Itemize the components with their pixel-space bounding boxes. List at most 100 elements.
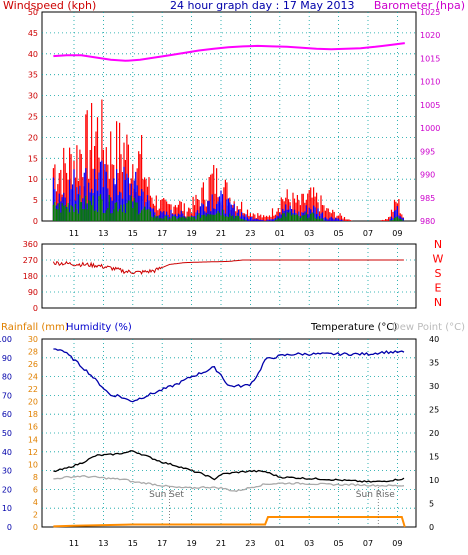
temp-x-tick-label: 13 bbox=[98, 539, 108, 548]
rain-tick-label: 26 bbox=[28, 360, 38, 369]
wind-tick-label: 45 bbox=[28, 29, 38, 38]
windspeed-axis-label: Windspeed (kph) bbox=[3, 0, 96, 12]
compass-label: N bbox=[434, 238, 442, 251]
rainfall-line bbox=[53, 516, 406, 528]
hum-tick-label: 50 bbox=[2, 429, 12, 438]
dir-tick-label: 180 bbox=[23, 272, 38, 281]
temp-x-tick-label: 01 bbox=[275, 539, 285, 548]
barometer-line bbox=[53, 42, 405, 62]
temp-x-tick-label: 15 bbox=[128, 539, 138, 548]
temp-x-tick-label: 17 bbox=[157, 539, 167, 548]
wind-x-tick-label: 05 bbox=[334, 229, 344, 238]
rain-tick-label: 30 bbox=[28, 335, 38, 344]
panel-frames bbox=[41, 11, 417, 528]
baro-tick-label: 1005 bbox=[420, 101, 440, 110]
baro-tick-label: 1025 bbox=[420, 8, 440, 17]
wind-x-tick-label: 11 bbox=[69, 229, 79, 238]
rain-tick-label: 8 bbox=[33, 473, 38, 482]
rain-tick-label: 22 bbox=[28, 385, 38, 394]
dir-tick-label: 360 bbox=[23, 240, 38, 249]
temp-x-tick-label: 09 bbox=[392, 539, 402, 548]
hum-tick-label: 80 bbox=[2, 373, 12, 382]
temperature-axis-label: Temperature (°C) bbox=[310, 322, 397, 333]
hum-tick-label: 60 bbox=[2, 410, 12, 419]
sunrise-label: Sun Rise bbox=[356, 490, 395, 500]
wind-x-tick-label: 19 bbox=[187, 229, 197, 238]
wind-x-tick-label: 07 bbox=[363, 229, 373, 238]
wind-x-tick-label: 23 bbox=[245, 229, 255, 238]
baro-tick-label: 995 bbox=[420, 147, 435, 156]
rain-tick-label: 24 bbox=[28, 373, 38, 382]
compass-label: S bbox=[435, 267, 442, 280]
temp-tick-label: 15 bbox=[429, 453, 439, 462]
rain-tick-label: 18 bbox=[28, 410, 38, 419]
wind-tick-label: 40 bbox=[28, 50, 38, 59]
wind-x-tick-label: 21 bbox=[216, 229, 226, 238]
temp-tick-label: 35 bbox=[429, 359, 439, 368]
wind-x-tick-label: 01 bbox=[275, 229, 285, 238]
temp-tick-label: 0 bbox=[429, 523, 434, 532]
rainfall-axis-label: Rainfall (mm) bbox=[1, 322, 69, 333]
wind-x-tick-label: 03 bbox=[304, 229, 314, 238]
direction-line bbox=[52, 259, 404, 275]
hum-tick-label: 20 bbox=[2, 485, 12, 494]
temp-tick-label: 10 bbox=[429, 476, 439, 485]
rain-tick-label: 28 bbox=[28, 348, 38, 357]
wind-tick-label: 20 bbox=[28, 133, 38, 142]
baro-tick-label: 985 bbox=[420, 194, 435, 203]
temp-tick-label: 25 bbox=[429, 406, 439, 415]
wind-tick-label: 10 bbox=[28, 175, 38, 184]
baro-tick-label: 990 bbox=[420, 171, 435, 180]
wind-x-tick-label: 17 bbox=[157, 229, 167, 238]
rain-tick-label: 2 bbox=[33, 510, 38, 519]
rain-tick-label: 16 bbox=[28, 423, 38, 432]
hum-tick-label: 90 bbox=[2, 354, 12, 363]
rain-tick-label: 10 bbox=[28, 460, 38, 469]
temp-tick-label: 5 bbox=[429, 500, 434, 509]
wind-tick-label: 50 bbox=[28, 8, 38, 17]
tick-labels: 0510152025303540455098098599099510001005… bbox=[0, 8, 444, 548]
series-layer bbox=[52, 42, 406, 528]
baro-tick-label: 1015 bbox=[420, 54, 440, 63]
hum-tick-label: 40 bbox=[2, 448, 12, 457]
temp-x-tick-label: 07 bbox=[363, 539, 373, 548]
compass-label: E bbox=[435, 282, 442, 295]
dewpoint-axis-label: Dew Point (°C) bbox=[392, 322, 465, 333]
dir-tick-label: 0 bbox=[33, 304, 38, 313]
temp-x-tick-label: 19 bbox=[187, 539, 197, 548]
wind-tick-label: 5 bbox=[33, 196, 38, 205]
wind-tick-label: 30 bbox=[28, 92, 38, 101]
hum-tick-label: 10 bbox=[2, 504, 12, 513]
humidity-line bbox=[53, 348, 405, 403]
rain-tick-label: 14 bbox=[28, 435, 38, 444]
hum-tick-label: 30 bbox=[2, 467, 12, 476]
rain-tick-label: 4 bbox=[33, 498, 38, 507]
wind-tick-label: 35 bbox=[28, 71, 38, 80]
baro-tick-label: 1020 bbox=[420, 31, 440, 40]
direction-group bbox=[52, 259, 404, 275]
rain-tick-label: 6 bbox=[33, 485, 38, 494]
temperature-line bbox=[53, 450, 405, 483]
rain-tick-label: 0 bbox=[33, 523, 38, 532]
temp-x-tick-label: 21 bbox=[216, 539, 226, 548]
baro-tick-label: 1010 bbox=[420, 78, 440, 87]
grid-lines bbox=[42, 12, 416, 527]
temp-tick-label: 40 bbox=[429, 335, 439, 344]
temp-x-tick-label: 23 bbox=[245, 539, 255, 548]
chart-title: 24 hour graph day : 17 May 2013 bbox=[170, 0, 355, 12]
compass-label: W bbox=[433, 253, 444, 266]
temp-x-tick-label: 03 bbox=[304, 539, 314, 548]
barometer-axis-label: Barometer (hpa) bbox=[374, 0, 465, 12]
wind-x-tick-label: 09 bbox=[392, 229, 402, 238]
temp-tick-label: 30 bbox=[429, 382, 439, 391]
compass-label: N bbox=[434, 296, 442, 309]
temp-panel-frame bbox=[41, 338, 417, 528]
temp-x-tick-label: 05 bbox=[334, 539, 344, 548]
dir-tick-label: 270 bbox=[23, 256, 38, 265]
dir-tick-label: 90 bbox=[28, 288, 38, 297]
wind-tick-label: 15 bbox=[28, 154, 38, 163]
wind-x-tick-label: 13 bbox=[98, 229, 108, 238]
temp-tick-label: 20 bbox=[429, 429, 439, 438]
